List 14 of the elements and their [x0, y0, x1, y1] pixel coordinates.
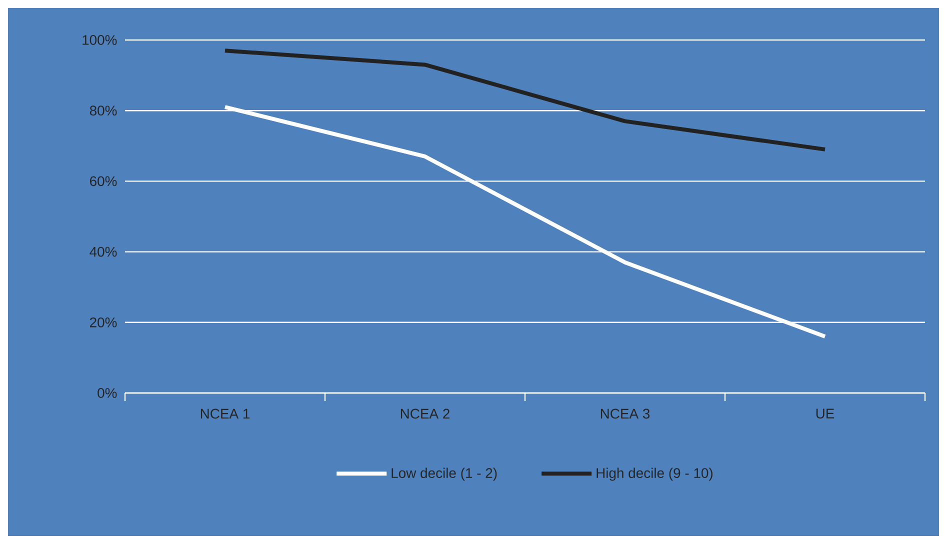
x-tick-label: NCEA 2	[400, 408, 450, 419]
y-tick-label: 20%	[90, 317, 117, 328]
legend-label: Low decile (1 - 2)	[392, 468, 497, 481]
y-tick-label: 40%	[90, 246, 117, 257]
y-tick-label: 80%	[90, 106, 117, 116]
y-tick-label: 60%	[90, 176, 117, 186]
x-tick-label: NCEA 3	[600, 408, 650, 419]
x-tick-label: UE	[816, 408, 834, 419]
line-series	[223, 105, 828, 339]
y-tick-label: 0%	[98, 388, 117, 398]
y-tick-label: 100%	[82, 35, 117, 45]
line-series	[223, 48, 828, 152]
legend-label: High decile (9 - 10)	[596, 468, 713, 481]
x-tick-label: NCEA 1	[200, 408, 250, 419]
